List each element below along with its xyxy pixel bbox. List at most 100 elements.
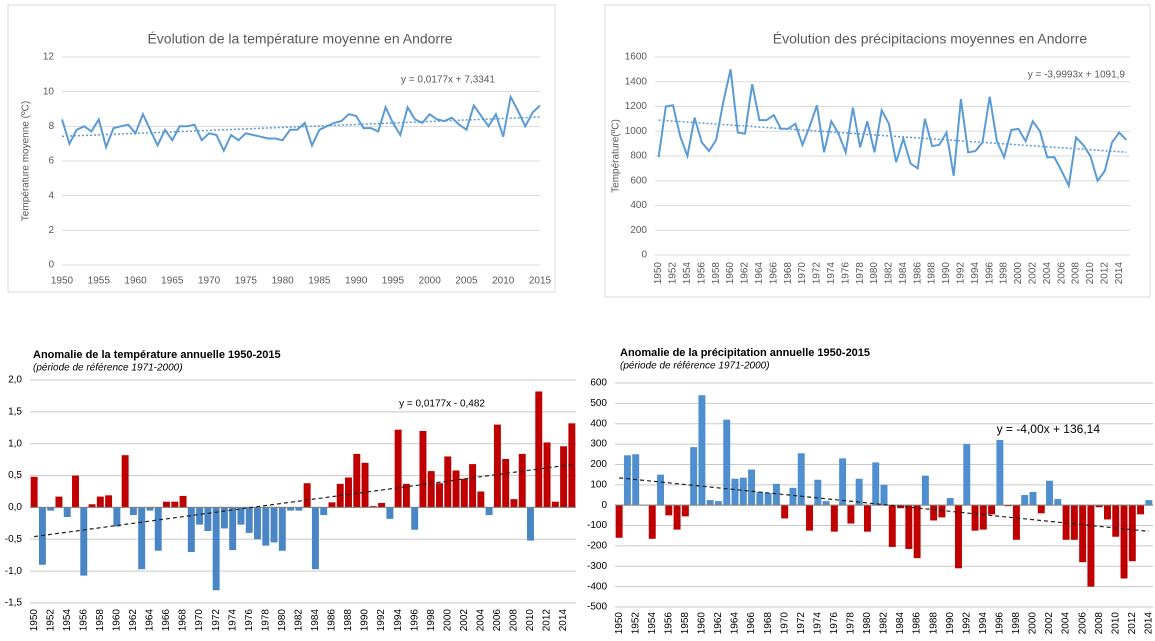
bar [847,505,855,524]
bar [1029,491,1037,506]
bar [361,462,369,508]
bar [756,491,764,506]
bar [345,477,352,508]
x-tick-label: 1960 [124,276,147,287]
x-tick-label: 2000 [419,276,442,287]
bar [888,505,896,547]
x-tick-label: 1954 [62,609,73,632]
bar [254,507,261,540]
y-tick-label: 1400 [625,76,648,87]
x-tick-label: 1978 [846,612,857,635]
bar [485,507,493,516]
bar [121,455,129,508]
x-tick-label: 1962 [128,609,139,632]
x-tick-label: 1970 [779,612,790,635]
bar [1037,505,1045,514]
bar [905,505,913,549]
bar [988,505,996,515]
bar [806,505,813,531]
bar [411,507,419,530]
x-tick-label: 1998 [1011,612,1022,635]
x-tick-label: 1950 [653,262,664,285]
bar [913,505,921,559]
bar [615,505,623,538]
x-tick-label: 1956 [696,262,707,285]
x-tick-label: 1964 [754,262,765,285]
y-tick-label: 6 [48,156,54,167]
y-tick-label: -500 [587,602,607,613]
x-tick-label: 2008 [1071,262,1082,285]
bar [855,478,863,506]
y-tick-label: 300 [590,439,607,450]
y-tick-label: 100 [590,479,607,490]
y-tick-label: 0,5 [8,470,22,481]
bar [88,504,96,508]
bar [477,491,485,508]
x-tick-label: 2010 [525,609,536,632]
bar [772,483,780,506]
bar [930,505,938,521]
bar [872,462,880,506]
x-tick-label: 2012 [1127,612,1138,635]
bar [402,483,410,508]
y-tick-label: 200 [590,459,607,470]
bar [946,498,954,506]
x-tick-label: 1990 [945,612,956,635]
y-tick-label: 1000 [625,126,648,137]
x-tick-label: 1985 [308,276,331,287]
x-tick-label: 2012 [1099,262,1110,285]
bar [681,505,689,517]
x-tick-label: 1968 [783,262,794,285]
bar [938,505,946,518]
x-tick-label: 1980 [277,609,288,632]
x-tick-label: 1980 [869,262,880,285]
bar [527,507,534,541]
bar [830,505,838,532]
x-tick-label: 1970 [194,609,205,632]
bar [129,507,137,516]
x-tick-label: 2014 [558,609,569,632]
bar [163,501,170,508]
bar [469,464,477,508]
x-tick-label: 1962 [740,262,751,285]
bar [394,429,402,508]
bar [623,455,631,506]
x-tick-label: 1978 [260,609,271,632]
bar [303,483,311,508]
x-tick-label: 1975 [235,276,258,287]
x-tick-label: 1960 [725,262,736,285]
x-tick-label: 1996 [995,612,1006,635]
x-tick-label: 1990 [345,276,368,287]
bar [739,477,747,506]
bar [154,507,162,551]
bar [378,502,386,508]
bar [63,507,71,517]
chart-frame [7,4,556,293]
y-tick-label: 1600 [625,52,648,63]
x-tick-label: 1950 [29,609,40,632]
x-tick-label: 1988 [927,262,938,285]
bar [353,453,361,508]
bar [1087,505,1095,587]
x-tick-label: 2005 [455,276,478,287]
x-tick-label: 2002 [459,609,470,632]
bar [38,507,46,565]
chart-subtitle: (période de référence 1971-2000) [33,363,183,374]
bar [460,478,468,508]
x-tick-label: 1986 [912,612,923,635]
bar [789,487,797,506]
x-tick-label: 2006 [492,609,503,632]
y-tick-label: 4 [48,190,54,201]
bar [648,505,656,539]
x-tick-label: 2004 [476,609,487,632]
bar [369,506,377,508]
y-tick-label: -1,0 [5,566,23,577]
y-tick-label: -100 [587,520,607,531]
x-tick-label: 1974 [227,609,238,632]
x-tick-label: 1992 [956,262,967,285]
bar [665,505,673,516]
bar [1079,505,1087,563]
x-tick-label: 1965 [161,276,184,287]
trend-equation: y = 0,0177x + 7,3341 [401,75,495,86]
